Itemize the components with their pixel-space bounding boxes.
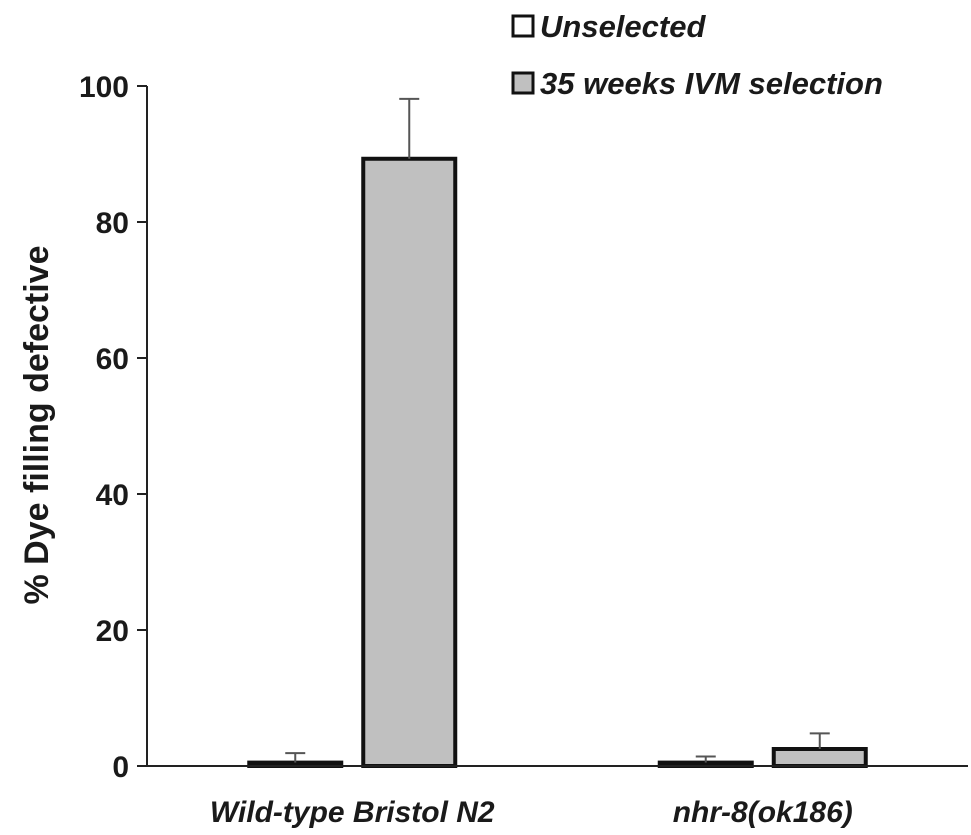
y-tick-label: 60 [96, 343, 129, 376]
y-tick-label: 0 [112, 751, 129, 784]
y-tick-label: 40 [96, 479, 129, 512]
legend-label: Unselected [540, 9, 706, 44]
y-tick-label: 100 [79, 71, 129, 104]
bar [361, 156, 458, 768]
y-tick-label: 80 [96, 207, 129, 240]
x-axis: Wild-type Bristol N2 nhr-8(ok186) [147, 765, 968, 829]
error-bars-group [285, 97, 830, 763]
legend-label: 35 weeks IVM selection [540, 66, 883, 101]
x-category-label: Wild-type Bristol N2 [210, 796, 495, 829]
legend-swatch [511, 14, 535, 38]
legend: Unselected 35 weeks IVM selection [511, 9, 883, 101]
y-tick-label: 20 [96, 615, 129, 648]
bars-group [247, 156, 868, 768]
x-category-label: nhr-8(ok186) [673, 796, 853, 829]
y-axis-title: % Dye filling defective [18, 246, 56, 605]
legend-swatch [511, 71, 535, 95]
bar [771, 747, 868, 768]
y-axis: 0 20 40 60 80 100 [79, 71, 148, 784]
